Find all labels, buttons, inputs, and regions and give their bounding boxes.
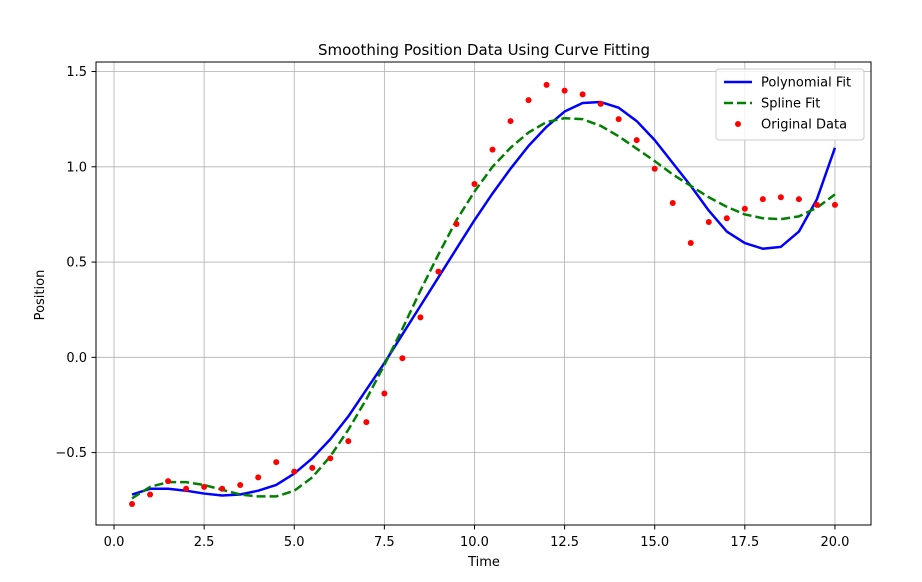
legend-box	[715, 68, 865, 141]
data-point	[831, 201, 838, 208]
data-point	[723, 215, 730, 222]
data-point	[129, 501, 136, 508]
y-tick-label: 1.5	[66, 65, 87, 80]
x-tick-label: 10.0	[460, 535, 489, 550]
data-point	[687, 240, 694, 247]
data-point	[669, 199, 676, 206]
data-point	[435, 268, 442, 275]
x-tick-label: 5.0	[284, 535, 305, 550]
data-point	[489, 146, 496, 153]
data-point	[597, 100, 604, 107]
data-point	[795, 196, 802, 203]
data-point	[759, 196, 766, 203]
data-point	[615, 116, 622, 123]
data-point	[417, 314, 424, 321]
data-point	[255, 474, 262, 481]
data-point	[273, 459, 280, 466]
data-point	[777, 194, 784, 201]
data-point	[705, 219, 712, 226]
x-tick-label: 2.5	[194, 535, 215, 550]
x-tick-label: 20.0	[820, 535, 849, 550]
y-tick-label: 0.5	[66, 256, 87, 271]
data-point	[345, 438, 352, 445]
data-point	[813, 201, 820, 208]
data-point	[741, 205, 748, 212]
legend-label-1: Spline Fit	[761, 97, 820, 112]
data-point	[381, 390, 388, 397]
y-tick-label: 1.0	[66, 160, 87, 175]
data-point	[309, 464, 316, 471]
data-point	[651, 165, 658, 172]
data-point	[525, 97, 532, 104]
y-axis-label: Position	[33, 270, 48, 321]
y-tick-label: −0.5	[55, 446, 87, 461]
data-point	[219, 485, 226, 492]
chart-title: Smoothing Position Data Using Curve Fitt…	[318, 41, 650, 59]
legend: Polynomial Fit Spline Fit Original Data	[715, 68, 865, 141]
series-line-0	[131, 100, 837, 497]
data-point	[327, 455, 334, 462]
legend-swatch-2	[735, 121, 741, 127]
axes-layer: 0.0 2.5 5.0 7.5 10.0 12.5 15.0 17.5 20.0 −0.5 0.0 0…	[55, 61, 872, 550]
x-tick-label: 0.0	[104, 535, 125, 550]
plot-layer	[129, 81, 838, 508]
x-tick-label: 12.5	[550, 535, 579, 550]
data-point	[363, 419, 370, 426]
plot-frame	[95, 61, 872, 526]
series-line-1	[131, 116, 836, 500]
legend-label-2: Original Data	[761, 118, 847, 133]
x-tick-label: 17.5	[730, 535, 759, 550]
data-point	[633, 137, 640, 144]
data-point	[183, 485, 190, 492]
data-point	[507, 118, 514, 125]
x-tick-label: 7.5	[374, 535, 395, 550]
data-point	[165, 478, 172, 485]
data-point	[237, 481, 244, 488]
data-point	[201, 483, 208, 490]
data-point	[579, 91, 586, 98]
data-point	[453, 220, 460, 227]
y-tick-label: 0.0	[66, 351, 87, 366]
data-point	[291, 468, 298, 475]
x-tick-label: 15.0	[640, 535, 669, 550]
data-point	[399, 355, 406, 362]
data-point	[147, 491, 154, 498]
data-point	[471, 180, 478, 187]
data-point	[561, 87, 568, 94]
legend-label-0: Polynomial Fit	[761, 76, 851, 91]
x-axis-label: Time	[467, 555, 500, 570]
data-point	[543, 81, 550, 88]
